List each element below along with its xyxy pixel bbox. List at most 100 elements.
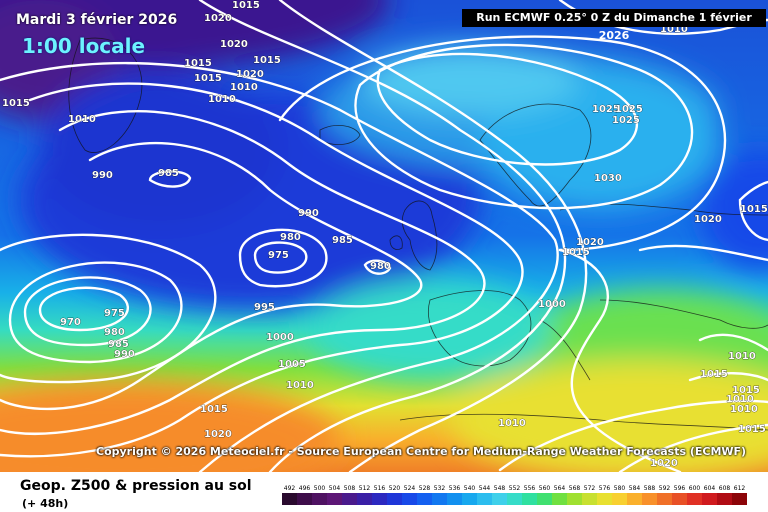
isobar-label: 980 <box>104 327 125 338</box>
isobar-label: 990 <box>92 170 113 181</box>
isobar-label: 1010 <box>728 351 756 362</box>
scale-tick-label: 596 <box>674 485 686 492</box>
isobar-label: 1000 <box>266 332 294 343</box>
isobar-label: 1015 <box>184 58 212 69</box>
scale-tick-label: 568 <box>569 485 581 492</box>
scale-tick-label: 560 <box>539 485 551 492</box>
legend-panel: Geop. Z500 & pression au sol (+ 48h) <box>0 472 768 512</box>
isobar-label: 1010 <box>286 380 314 391</box>
scale-swatch <box>417 493 432 505</box>
scale-tick-label: 536 <box>449 485 461 492</box>
isobar-label: 1015 <box>740 204 768 215</box>
scale-swatch <box>507 493 522 505</box>
scale-swatch <box>372 493 387 505</box>
isobar-label: 1010 <box>68 114 96 125</box>
scale-tick-label: 552 <box>509 485 521 492</box>
scale-tick-label: 576 <box>599 485 611 492</box>
scale-swatch <box>552 493 567 505</box>
isobar-label: 1010 <box>730 404 758 415</box>
isobar-label: 1015 <box>200 404 228 415</box>
isobar-label: 1025 <box>592 104 620 115</box>
scale-swatch <box>342 493 357 505</box>
scale-tick-label: 588 <box>644 485 656 492</box>
isobar-label: 1015 <box>562 247 590 258</box>
scale-swatch <box>432 493 447 505</box>
isobar-label: 1020 <box>204 429 232 440</box>
isobar-label: 1015 <box>2 98 30 109</box>
scale-swatch <box>672 493 687 505</box>
isobar-label: 985 <box>332 235 353 246</box>
scale-swatch <box>282 493 297 505</box>
isobar-label: 975 <box>104 308 125 319</box>
scale-tick-label: 592 <box>659 485 671 492</box>
isobar-label: 980 <box>280 232 301 243</box>
scale-tick-label: 508 <box>344 485 356 492</box>
isobar-label: 990 <box>298 208 319 219</box>
isobar-label: 980 <box>370 261 391 272</box>
scale-tick-label: 584 <box>629 485 641 492</box>
scale-swatch <box>402 493 417 505</box>
isobar-label: 1030 <box>594 173 622 184</box>
isobar-label: 985 <box>158 168 179 179</box>
scale-swatch <box>522 493 537 505</box>
isobar-label: 1010 <box>230 82 258 93</box>
scale-swatch <box>627 493 642 505</box>
scale-tick-label: 580 <box>614 485 626 492</box>
scale-tick-label: 516 <box>374 485 386 492</box>
copyright-notice: Copyright © 2026 Meteociel.fr - Source E… <box>96 445 747 458</box>
scale-tick-label: 520 <box>389 485 401 492</box>
scale-swatch <box>477 493 492 505</box>
isobars <box>0 0 768 472</box>
scale-swatch <box>387 493 402 505</box>
scale-tick-label: 504 <box>329 485 341 492</box>
scale-swatch <box>717 493 732 505</box>
isobar-label: 1015 <box>732 385 760 396</box>
isobar-label: 1005 <box>278 359 306 370</box>
isobar-label: 1020 <box>220 39 248 50</box>
scale-swatch <box>702 493 717 505</box>
scale-tick-label: 556 <box>524 485 536 492</box>
color-scale: 492 496 500 504 508 512 516 520 524 528 532 536 540 5… <box>282 485 747 505</box>
scale-tick-label: 604 <box>704 485 716 492</box>
scale-tick-label: 572 <box>584 485 596 492</box>
legend-subtitle: (+ 48h) <box>22 497 69 510</box>
isobar-label: 1015 <box>232 0 260 11</box>
scale-swatch <box>312 493 327 505</box>
scale-swatch <box>447 493 462 505</box>
scale-tick-label: 496 <box>299 485 311 492</box>
scale-swatch <box>492 493 507 505</box>
scale-swatch <box>582 493 597 505</box>
weather-map: 1015 1020 1020 1020 1015 1015 1015 1015 … <box>0 0 768 472</box>
scale-tick-label: 612 <box>734 485 746 492</box>
isobar-label: 990 <box>114 349 135 360</box>
scale-swatch <box>357 493 372 505</box>
isobar-labels: 1015 1020 1020 1020 1015 1015 1015 1015 … <box>2 0 768 469</box>
isobar-label: 1010 <box>726 394 754 405</box>
scale-tick-label: 544 <box>479 485 491 492</box>
run-info: Run ECMWF 0.25° 0 Z du Dimanche 1 févrie… <box>462 9 766 42</box>
map-svg: 1015 1020 1020 1020 1015 1015 1015 1015 … <box>0 0 768 472</box>
scale-swatch <box>657 493 672 505</box>
isobar-label: 1020 <box>694 214 722 225</box>
scale-swatch <box>462 493 477 505</box>
isobar-label: 1025 <box>615 104 643 115</box>
isobar-label: 1020 <box>204 13 232 24</box>
scale-swatch <box>642 493 657 505</box>
scale-tick-label: 548 <box>494 485 506 492</box>
scale-tick-label: 528 <box>419 485 431 492</box>
scale-tick-label: 564 <box>554 485 566 492</box>
isobar-label: 1015 <box>700 369 728 380</box>
scale-tick-label: 532 <box>434 485 446 492</box>
isobar-label: 1000 <box>538 299 566 310</box>
scale-tick-label: 540 <box>464 485 476 492</box>
scale-swatch <box>612 493 627 505</box>
isobar-label: 1015 <box>194 73 222 84</box>
scale-swatch <box>687 493 702 505</box>
scale-swatch <box>567 493 582 505</box>
scale-swatch <box>327 493 342 505</box>
forecast-time: 1:00 locale <box>22 34 146 58</box>
scale-tick-label: 600 <box>689 485 701 492</box>
isobar-label: 1020 <box>576 237 604 248</box>
legend-title: Geop. Z500 & pression au sol <box>20 478 252 494</box>
